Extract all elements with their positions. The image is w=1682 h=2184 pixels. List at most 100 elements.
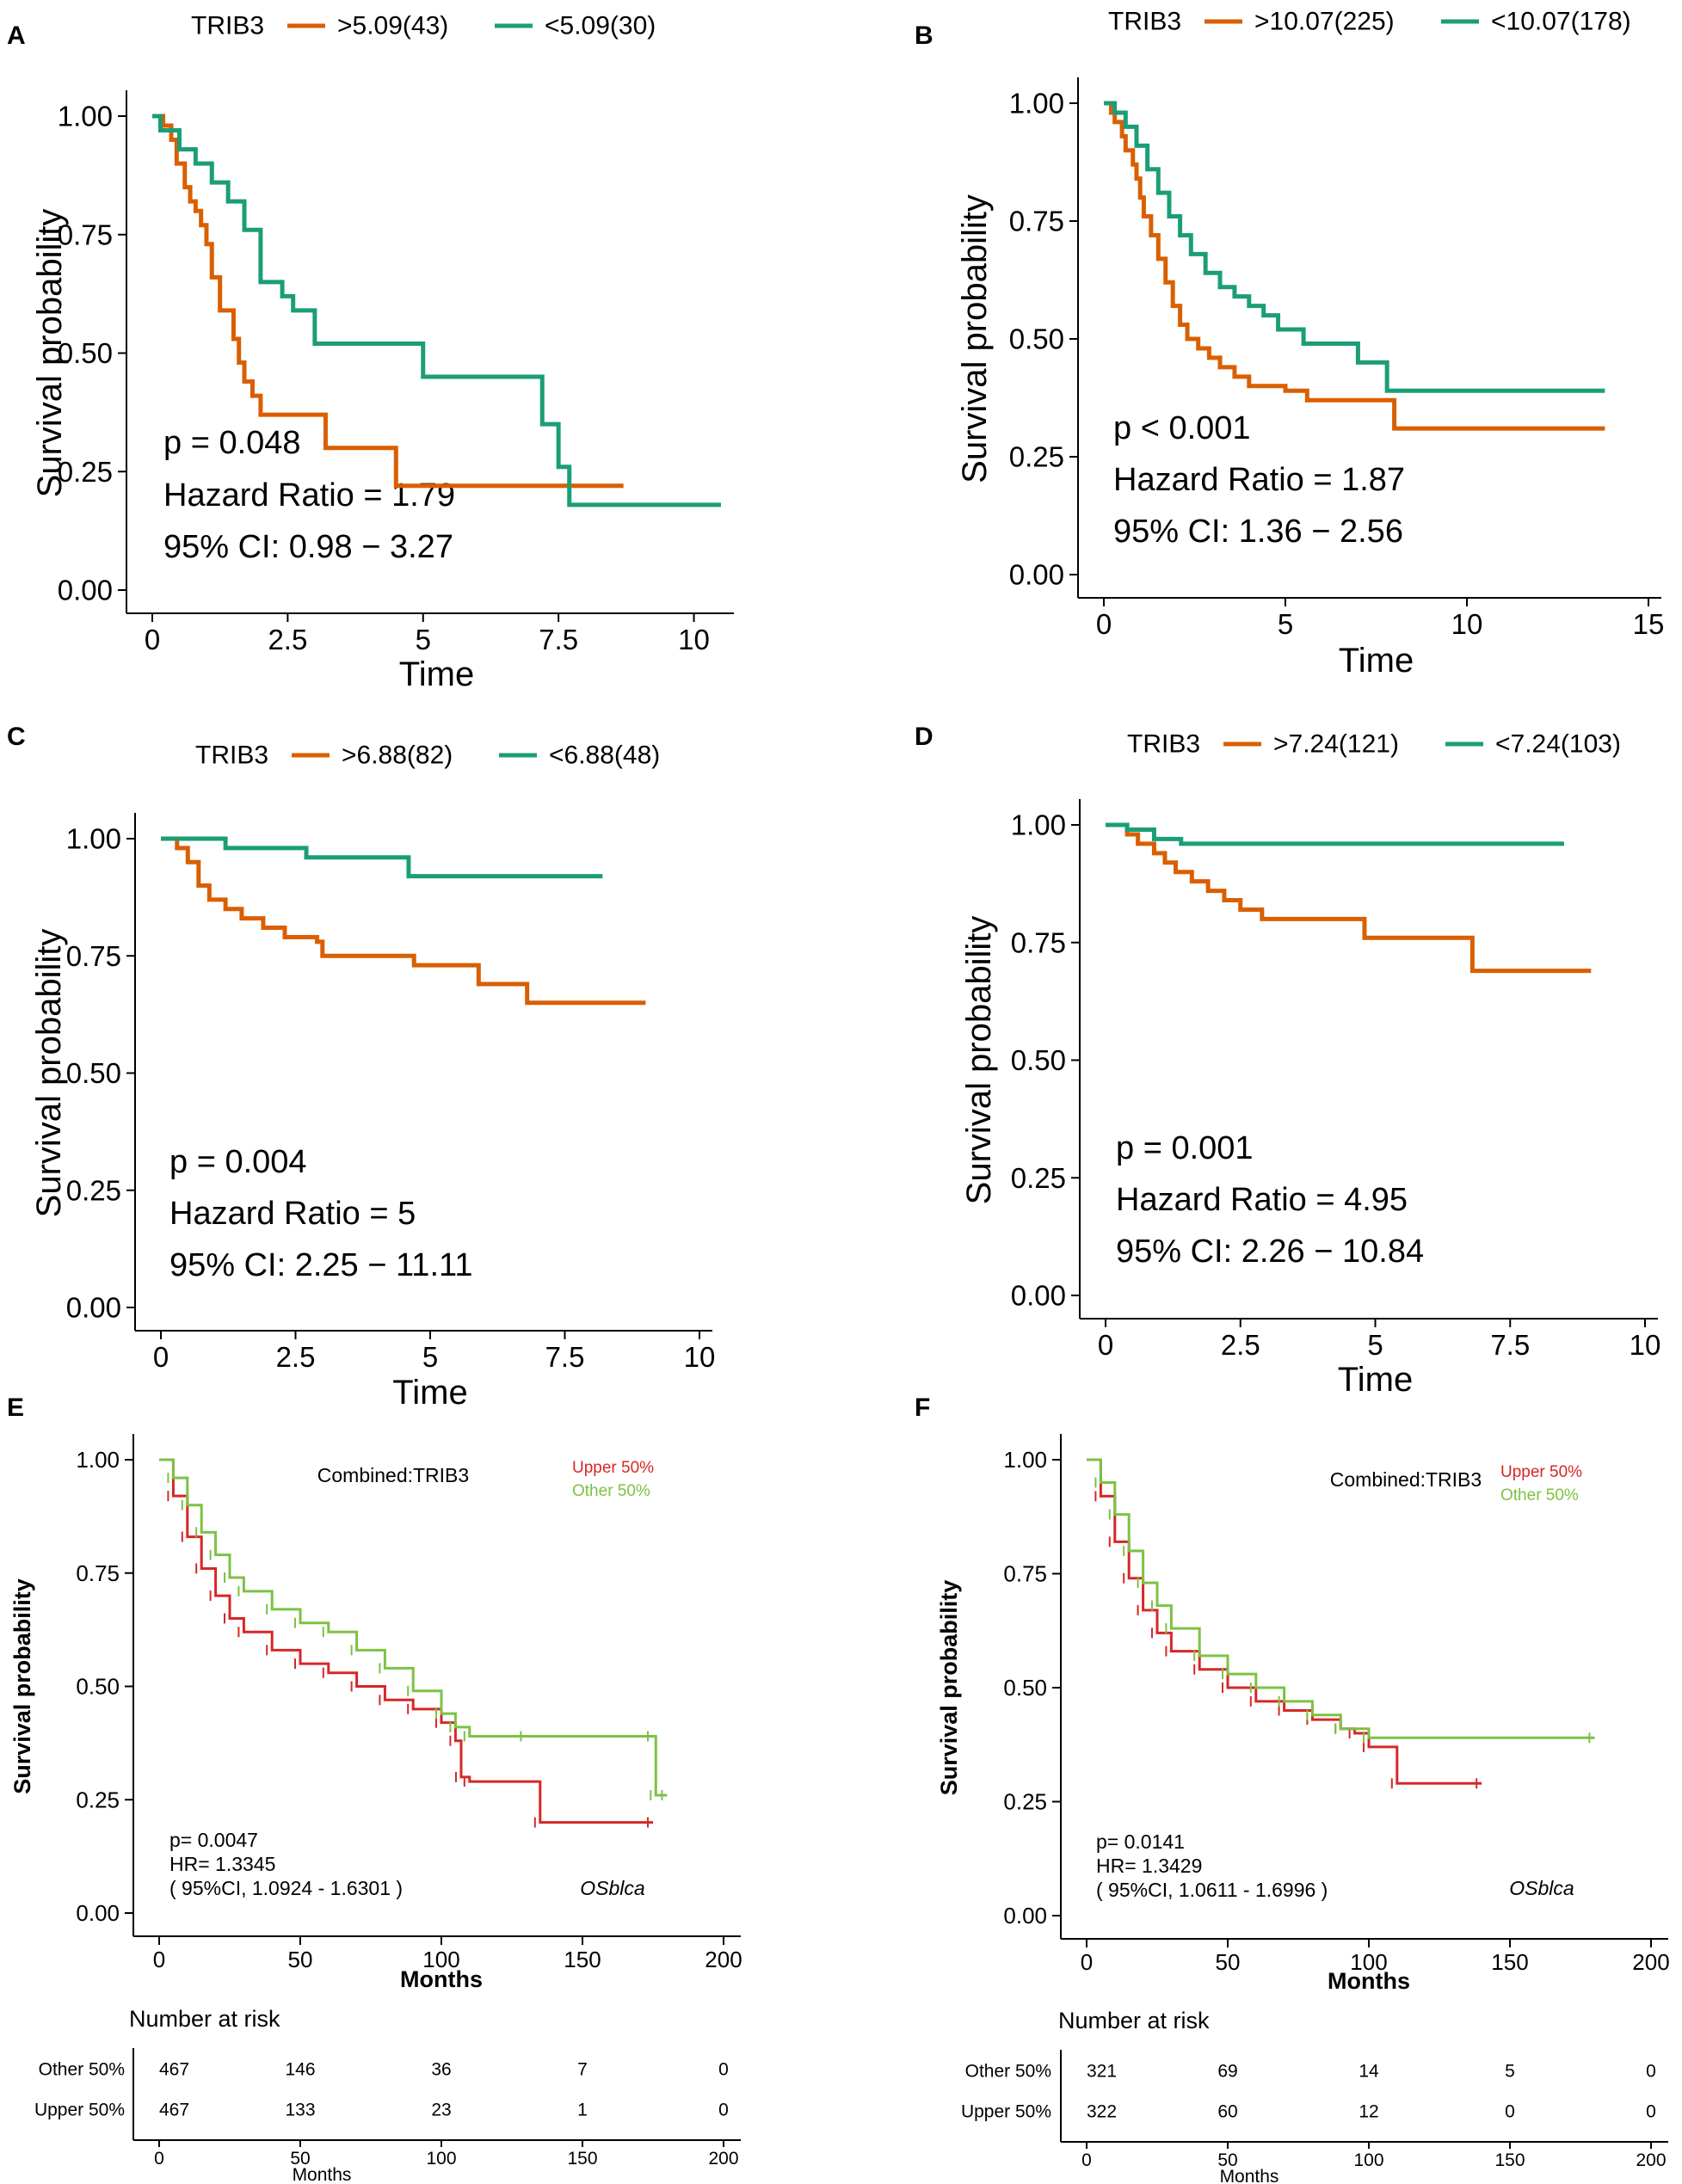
- stat-annotation: Hazard Ratio = 5: [169, 1196, 416, 1232]
- survival-curve-1: [161, 836, 603, 879]
- legend-title: TRIB3: [1127, 730, 1200, 759]
- risk-value: 36: [431, 2060, 451, 2080]
- risk-table-title: Number at risk: [1058, 2008, 1210, 2033]
- panel-c: C 0.00 0.25 0.50 0.75 1.00 0 2.5 5 7.5 10 Time Survi…: [7, 723, 715, 1412]
- y-tick-label: 1.00: [1003, 1447, 1047, 1473]
- y-tick-label: 0.50: [1009, 323, 1064, 355]
- x-tick-label: 2.5: [276, 1341, 316, 1373]
- y-tick-label: 1.00: [1009, 88, 1064, 120]
- y-tick-label: 0.75: [1003, 1561, 1047, 1587]
- x-tick-label: 2.5: [1221, 1329, 1260, 1361]
- x-axis-title: Time: [1338, 1361, 1413, 1399]
- risk-value: 14: [1359, 2062, 1379, 2082]
- y-tick-label: 0.50: [76, 1674, 120, 1700]
- risk-table: Number at risk Other 50% 467 146 36 7 0 Upper 5…: [34, 2006, 741, 2184]
- risk-value: 0: [1646, 2102, 1656, 2122]
- risk-x-axis-title: Months: [1220, 2167, 1279, 2184]
- x-tick-label: 5: [1367, 1329, 1383, 1361]
- stat-annotation: p= 0.0141: [1096, 1830, 1185, 1853]
- x-tick-label: 7.5: [545, 1341, 585, 1373]
- stat-annotation: p = 0.048: [163, 425, 301, 461]
- risk-table-title: Number at risk: [129, 2006, 280, 2032]
- panel-f: F0.000.250.500.751.000 50 100 150 200MonthsS…: [915, 1393, 1670, 2184]
- x-tick-label: 10: [678, 624, 710, 655]
- survival-curve-1: [152, 114, 721, 508]
- stat-annotation: Hazard Ratio = 1.79: [163, 477, 455, 514]
- stat-annotation: Hazard Ratio = 1.87: [1113, 462, 1405, 498]
- risk-x-tick-label: 0: [1081, 2150, 1092, 2170]
- legend-label: >7.24(121): [1273, 730, 1399, 759]
- risk-x-axis-title: Months: [293, 2165, 352, 2184]
- y-tick-label: 0.25: [1009, 441, 1064, 473]
- legend-label: >10.07(225): [1254, 8, 1395, 36]
- dataset-label: OSblca: [1509, 1877, 1574, 1899]
- risk-x-tick-label: 200: [1636, 2150, 1666, 2170]
- y-tick-label: 0.00: [1003, 1903, 1047, 1929]
- survival-curve-0: [161, 836, 646, 1006]
- stat-annotation: 95% CI: 0.98 − 3.27: [163, 529, 453, 565]
- risk-value: 0: [718, 2060, 729, 2080]
- x-tick-label: 0: [1098, 1329, 1113, 1361]
- x-axis-title: Months: [1328, 1968, 1410, 1994]
- y-tick-label: 0.25: [1003, 1789, 1047, 1815]
- legend: TRIB3 >6.88(82) <6.88(48): [195, 741, 660, 770]
- x-tick-label: 0: [1081, 1949, 1093, 1975]
- y-tick-label: 0.75: [1009, 206, 1064, 237]
- y-tick-label: 0.00: [58, 575, 113, 606]
- y-axis-title: Survival probability: [9, 1578, 35, 1794]
- x-axis-title: Months: [400, 1966, 483, 1992]
- y-tick-label: 0.00: [66, 1292, 121, 1324]
- legend: TRIB3 >10.07(225) <10.07(178): [1108, 8, 1631, 36]
- risk-value: 12: [1359, 2102, 1378, 2122]
- legend-title: TRIB3: [195, 741, 268, 770]
- x-tick-label: 7.5: [539, 624, 578, 655]
- risk-value: 467: [159, 2060, 189, 2080]
- survival-curve-1: [159, 1458, 668, 1797]
- x-tick-label: 0: [153, 1947, 165, 1972]
- x-tick-label: 0: [1096, 608, 1112, 640]
- panel-d: D 0.00 0.25 0.50 0.75 1.00 0 2.5 5 7.5 10 Time Survi…: [915, 723, 1660, 1399]
- panel-b: B 0.00 0.25 0.50 0.75 1.00 0 5 10 15 Time Survival …: [915, 8, 1664, 680]
- risk-value: 322: [1087, 2102, 1117, 2122]
- legend: TRIB3 >7.24(121) <7.24(103): [1127, 730, 1621, 759]
- stat-annotation: p= 0.0047: [169, 1829, 258, 1851]
- risk-row-label: Other 50%: [39, 2060, 125, 2080]
- y-tick-label: 0.25: [66, 1174, 121, 1206]
- y-axis-title: Survival probability: [30, 929, 68, 1218]
- stat-annotation: HR= 1.3429: [1096, 1855, 1202, 1877]
- x-tick-label: 5: [422, 1341, 438, 1373]
- x-axis-title: Time: [392, 1374, 467, 1412]
- panel-letter: B: [915, 22, 933, 50]
- legend-label: Other 50%: [572, 1482, 650, 1500]
- survival-curve-1: [1106, 822, 1564, 846]
- legend-label: <7.24(103): [1495, 730, 1621, 759]
- survival-curve-0: [1106, 822, 1592, 974]
- risk-value: 5: [1505, 2062, 1515, 2082]
- x-tick-label: 100: [1350, 1949, 1387, 1975]
- legend-label: >6.88(82): [342, 741, 453, 770]
- y-tick-label: 1.00: [76, 1447, 120, 1473]
- risk-value: 0: [1646, 2062, 1656, 2082]
- panel-letter: C: [7, 723, 26, 751]
- legend-label: Upper 50%: [1500, 1463, 1582, 1481]
- y-axis-title: Survival probability: [31, 209, 69, 498]
- risk-x-tick-label: 200: [708, 2149, 738, 2169]
- risk-value: 69: [1217, 2062, 1237, 2082]
- legend-title: TRIB3: [191, 12, 264, 40]
- x-axis-title: Time: [399, 655, 474, 693]
- stat-annotation: p = 0.004: [169, 1144, 307, 1180]
- x-tick-label: 0: [145, 624, 160, 655]
- y-tick-label: 1.00: [58, 101, 113, 132]
- panel-letter: D: [915, 723, 933, 751]
- y-tick-label: 0.50: [1011, 1044, 1066, 1076]
- x-tick-label: 50: [288, 1947, 313, 1972]
- x-tick-label: 10: [684, 1341, 716, 1373]
- risk-value: 0: [718, 2101, 729, 2120]
- x-tick-label: 200: [1632, 1949, 1669, 1975]
- y-tick-label: 0.00: [1011, 1280, 1066, 1312]
- risk-x-tick-label: 150: [1494, 2150, 1525, 2170]
- risk-value: 321: [1087, 2062, 1117, 2082]
- risk-x-tick-label: 100: [1353, 2150, 1383, 2170]
- risk-value: 0: [1505, 2102, 1515, 2122]
